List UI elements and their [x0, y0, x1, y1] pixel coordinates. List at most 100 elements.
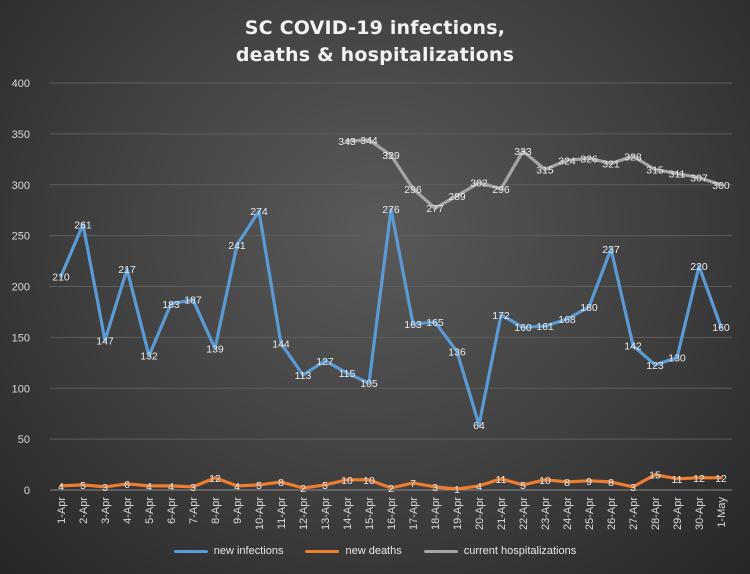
series-current-hospitalizations	[345, 138, 723, 210]
data-label: 10	[363, 475, 375, 487]
data-label: 300	[712, 180, 730, 192]
data-label: 7	[410, 478, 416, 490]
data-label: 307	[690, 173, 708, 185]
data-label: 144	[272, 338, 290, 350]
x-tick-label: 10-Apr	[254, 497, 266, 530]
x-tick-label: 1-May	[716, 497, 728, 528]
grid-lines	[50, 82, 732, 491]
x-tick-label: 5-Apr	[144, 497, 156, 524]
data-label: 9	[586, 476, 592, 488]
x-tick-label: 7-Apr	[188, 497, 200, 524]
data-label: 3	[630, 482, 636, 494]
x-tick-label: 21-Apr	[496, 497, 508, 530]
x-tick-label: 18-Apr	[430, 497, 442, 530]
x-tick-label: 22-Apr	[518, 497, 530, 530]
data-label: 160	[712, 322, 730, 334]
data-label: 139	[206, 344, 224, 356]
y-tick-label: 400	[12, 78, 30, 90]
legend: new infections new deaths current hospit…	[0, 545, 750, 557]
data-label: 8	[564, 477, 570, 489]
y-tick-label: 350	[12, 129, 30, 141]
data-label: 343	[338, 136, 356, 148]
data-label: 10	[341, 475, 353, 487]
y-tick-label: 100	[12, 383, 30, 395]
data-label: 127	[316, 356, 334, 368]
x-tick-label: 19-Apr	[452, 497, 464, 530]
data-label: 8	[608, 477, 614, 489]
data-label: 163	[404, 319, 422, 331]
x-tick-label: 4-Apr	[122, 497, 134, 524]
data-label: 4	[168, 481, 174, 493]
data-label: 12	[693, 473, 705, 485]
data-label: 105	[360, 378, 378, 390]
data-label: 15	[649, 470, 661, 482]
x-tick-label: 13-Apr	[320, 497, 332, 530]
data-label: 328	[624, 151, 642, 163]
x-tick-label: 3-Apr	[100, 497, 112, 524]
legend-item-new-infections: new infections	[173, 545, 284, 557]
data-label: 302	[470, 178, 488, 190]
series-line-new-infections	[59, 207, 723, 427]
data-label: 315	[646, 164, 664, 176]
x-tick-label: 17-Apr	[408, 497, 420, 530]
x-tick-label: 15-Apr	[364, 497, 376, 530]
data-label: 329	[382, 150, 400, 162]
data-label: 12	[209, 473, 221, 485]
x-tick-label: 8-Apr	[210, 497, 222, 524]
y-tick-label: 250	[12, 231, 30, 243]
x-tick-label: 24-Apr	[562, 497, 574, 530]
data-label: 276	[382, 204, 400, 216]
data-label: 324	[558, 155, 576, 167]
x-tick-label: 14-Apr	[342, 497, 354, 530]
data-label: 3	[432, 482, 438, 494]
data-label: 2	[300, 483, 306, 495]
x-tick-label: 16-Apr	[386, 497, 398, 530]
y-tick-label: 0	[24, 485, 30, 497]
y-tick-label: 300	[12, 180, 30, 192]
legend-swatch-new-deaths	[305, 549, 340, 553]
series-new-deaths	[59, 473, 723, 491]
x-tick-label: 23-Apr	[540, 497, 552, 530]
data-label: 5	[520, 480, 526, 492]
x-tick-label: 30-Apr	[694, 497, 706, 530]
data-label: 168	[558, 314, 576, 326]
data-label: 6	[124, 479, 130, 491]
data-label: 3	[190, 482, 196, 494]
x-tick-label: 27-Apr	[628, 497, 640, 530]
x-tick-label: 25-Apr	[584, 497, 596, 530]
data-label: 311	[669, 169, 686, 181]
data-label: 123	[646, 360, 664, 372]
data-label: 11	[672, 474, 683, 486]
x-tick-label: 2-Apr	[78, 497, 90, 524]
data-label: 136	[448, 347, 466, 359]
data-label: 274	[250, 206, 268, 218]
legend-item-new-deaths: new deaths	[305, 545, 402, 557]
data-label: 277	[426, 203, 444, 215]
data-label: 115	[339, 368, 356, 380]
data-label: 321	[602, 158, 620, 170]
data-label: 5	[322, 480, 328, 492]
chart-title-line-1: SC COVID-19 infections,	[244, 17, 506, 39]
data-label: 4	[234, 481, 240, 493]
series-lines	[59, 138, 723, 491]
legend-item-current-hospitalizations: current hospitalizations	[423, 545, 576, 557]
data-label: 180	[580, 302, 598, 314]
legend-label-new-infections: new infections	[213, 545, 284, 557]
chart-title-line-2: deaths & hospitalizations	[235, 44, 515, 66]
data-label: 220	[690, 261, 708, 273]
data-label: 165	[426, 317, 444, 329]
data-label: 142	[624, 341, 642, 353]
y-tick-label: 150	[12, 332, 30, 344]
data-label: 172	[492, 310, 510, 322]
data-label: 326	[580, 153, 598, 165]
x-tick-label: 26-Apr	[606, 497, 618, 530]
data-label: 161	[536, 321, 554, 333]
data-label: 210	[52, 271, 70, 283]
data-label: 147	[96, 335, 114, 347]
data-label: 5	[256, 480, 262, 492]
data-label: 1	[454, 484, 460, 496]
x-tick-label: 6-Apr	[166, 497, 178, 524]
data-label: 241	[228, 240, 246, 252]
series-new-infections	[59, 207, 723, 427]
